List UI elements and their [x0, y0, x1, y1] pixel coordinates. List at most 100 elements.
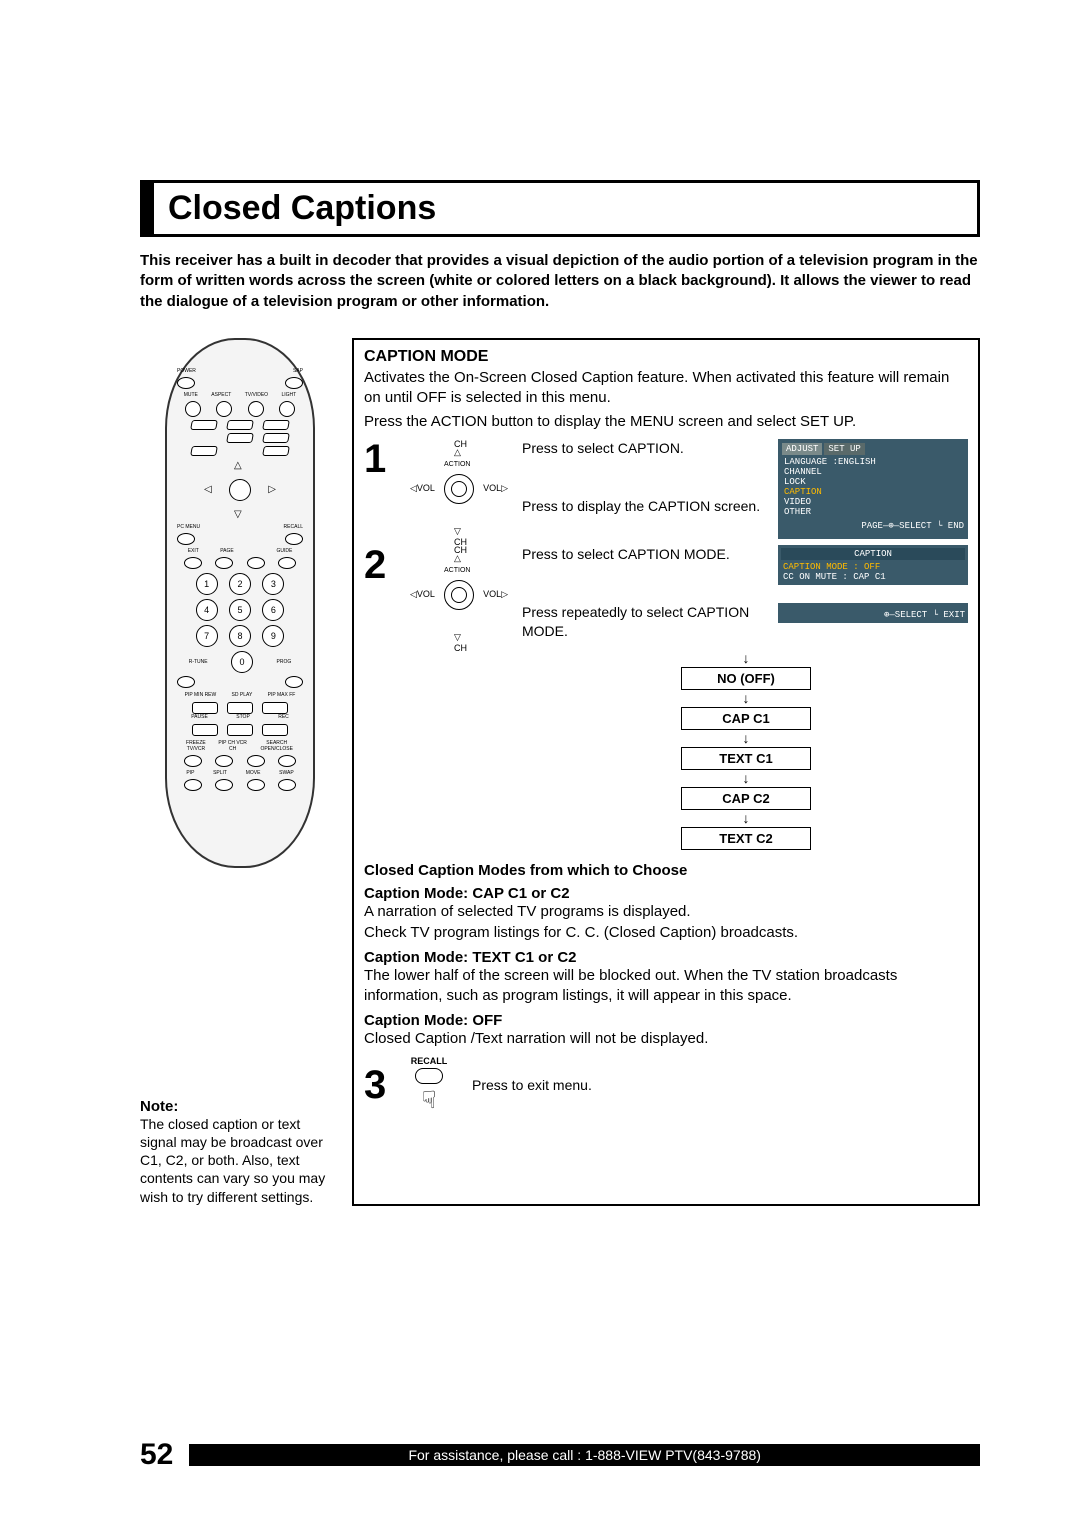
- btn: [247, 755, 265, 767]
- dpad-right: ▷: [268, 484, 276, 495]
- lbl: SEARCH OPEN/CLOSE: [250, 740, 303, 752]
- btn: [184, 557, 202, 569]
- intro-text: This receiver has a built in decoder tha…: [140, 251, 980, 312]
- osd-row: VIDEO: [782, 497, 964, 507]
- page-footer: 52 For assistance, please call : 1-888-V…: [140, 1438, 980, 1472]
- caption-mode-p1: Activates the On-Screen Closed Caption f…: [364, 368, 968, 409]
- lbl: REC: [278, 714, 289, 720]
- modes-p1b: Check TV program listings for C. C. (Clo…: [364, 923, 968, 943]
- flow-arrow: ↓: [681, 773, 811, 784]
- lbl: MOVE: [246, 770, 261, 776]
- step3-text: Press to exit menu.: [472, 1076, 592, 1095]
- btn: [185, 401, 201, 417]
- lbl: PAUSE: [191, 714, 208, 720]
- btn: [285, 533, 303, 545]
- lbl: GUIDE: [276, 548, 292, 554]
- lbl: RECALL: [284, 524, 303, 530]
- osd-row: CC ON MUTE : CAP C1: [781, 572, 965, 582]
- btn-dvd: [226, 420, 254, 430]
- footer-bar: For assistance, please call : 1-888-VIEW…: [189, 1444, 980, 1466]
- num-9: 9: [262, 625, 284, 647]
- step-num-2: 2: [364, 545, 394, 645]
- nav-left: ◁VOL: [410, 483, 435, 494]
- btn: [184, 755, 202, 767]
- lbl: R-TUNE: [189, 659, 208, 665]
- num-7: 7: [196, 625, 218, 647]
- lbl: MUTE: [184, 392, 198, 398]
- osd-caption: CAPTION CAPTION MODE : OFF CC ON MUTE : …: [778, 545, 968, 585]
- nav-center: [444, 474, 474, 504]
- lbl: FREEZE TV/VCR: [177, 740, 215, 752]
- nav-down: ▽: [454, 632, 461, 643]
- step-3: 3 RECALL ☟ Press to exit menu.: [364, 1056, 968, 1115]
- lbl: STOP: [236, 714, 250, 720]
- lbl-power: POWER: [177, 368, 196, 374]
- nav-center: [444, 580, 474, 610]
- num-1: 1: [196, 573, 218, 595]
- page-number: 52: [140, 1438, 173, 1472]
- btn-dbs: [262, 446, 290, 456]
- flow-chart: ↓ NO (OFF) ↓ CAP C1 ↓ TEXT C1 ↓ CAP C2 ↓…: [681, 653, 811, 851]
- lbl: EXIT: [188, 548, 199, 554]
- btn-stop: [227, 724, 253, 736]
- lbl-ch: CH: [454, 643, 467, 653]
- hand-icon: ☟: [404, 1086, 454, 1115]
- step-num-3: 3: [364, 1065, 394, 1105]
- dpad-down: ▽: [234, 509, 242, 520]
- btn: [247, 557, 265, 569]
- note-heading: Note:: [140, 1098, 340, 1115]
- num-8: 8: [229, 625, 251, 647]
- osd-foot: PAGE—⊕—SELECT └ END: [782, 521, 964, 531]
- title-box: Closed Captions: [140, 180, 980, 237]
- lbl: ASPECT: [211, 392, 231, 398]
- btn-dtv: [226, 433, 254, 443]
- flow-arrow: ↓: [681, 653, 811, 664]
- flow-arrow: ↓: [681, 813, 811, 824]
- btn: [248, 401, 264, 417]
- modes-h0: Closed Caption Modes from which to Choos…: [364, 862, 968, 879]
- note-text: The closed caption or text signal may be…: [140, 1115, 340, 1206]
- nav-left: ◁VOL: [410, 589, 435, 600]
- page-title: Closed Captions: [168, 189, 963, 228]
- recall-label: RECALL: [404, 1056, 454, 1066]
- remote-dpad: △ ▽ ◁ ▷: [200, 460, 280, 520]
- caption-mode-heading: CAPTION MODE: [364, 348, 968, 366]
- flow-box: TEXT C2: [681, 827, 811, 850]
- num-2: 2: [229, 573, 251, 595]
- numpad: 1 2 3 4 5 6 7 8 9: [177, 573, 303, 647]
- lbl: PIP MIN REW: [185, 692, 217, 698]
- btn-play: [227, 702, 253, 714]
- lbl: SPLIT: [213, 770, 227, 776]
- btn-aux: [262, 420, 290, 430]
- nav-diagram-2: △ ▽ ◁VOL VOL▷ ACTION CH CH: [404, 545, 514, 645]
- osd-row: CAPTION: [782, 487, 964, 497]
- num-4: 4: [196, 599, 218, 621]
- osd-row: LANGUAGE :ENGLISH: [782, 457, 964, 467]
- dpad-left: ◁: [204, 484, 212, 495]
- dpad-center: [229, 479, 251, 501]
- btn: [247, 779, 265, 791]
- osd-exit: ⊕—SELECT └ EXIT: [778, 603, 968, 623]
- btn: [279, 401, 295, 417]
- btn-rew: [192, 702, 218, 714]
- columns: POWERSAP MUTE ASPECT TV/VIDEO LIGHT: [140, 338, 980, 1206]
- recall-diagram: RECALL ☟: [404, 1056, 454, 1115]
- nav-right: VOL▷: [483, 483, 508, 494]
- btn: [177, 676, 195, 688]
- osd-tab: ADJUST: [782, 443, 822, 455]
- nav-arc: ACTION: [444, 461, 470, 468]
- step-num-1: 1: [364, 439, 394, 539]
- num-5: 5: [229, 599, 251, 621]
- step1-text-b: Press to display the CAPTION screen.: [522, 497, 770, 516]
- osd-foot: ⊕—SELECT └ EXIT: [781, 610, 965, 620]
- modes-h3: Caption Mode: OFF: [364, 1012, 968, 1029]
- nav-right: VOL▷: [483, 589, 508, 600]
- recall-button-icon: [415, 1068, 443, 1084]
- nav-diagram-1: △ ▽ ◁VOL VOL▷ ACTION CH CH: [404, 439, 514, 539]
- num-3: 3: [262, 573, 284, 595]
- btn: [216, 401, 232, 417]
- modes-p2: The lower half of the screen will be blo…: [364, 966, 968, 1007]
- flow-arrow: ↓: [681, 733, 811, 744]
- osd-title: CAPTION: [781, 548, 965, 560]
- flow-box: CAP C1: [681, 707, 811, 730]
